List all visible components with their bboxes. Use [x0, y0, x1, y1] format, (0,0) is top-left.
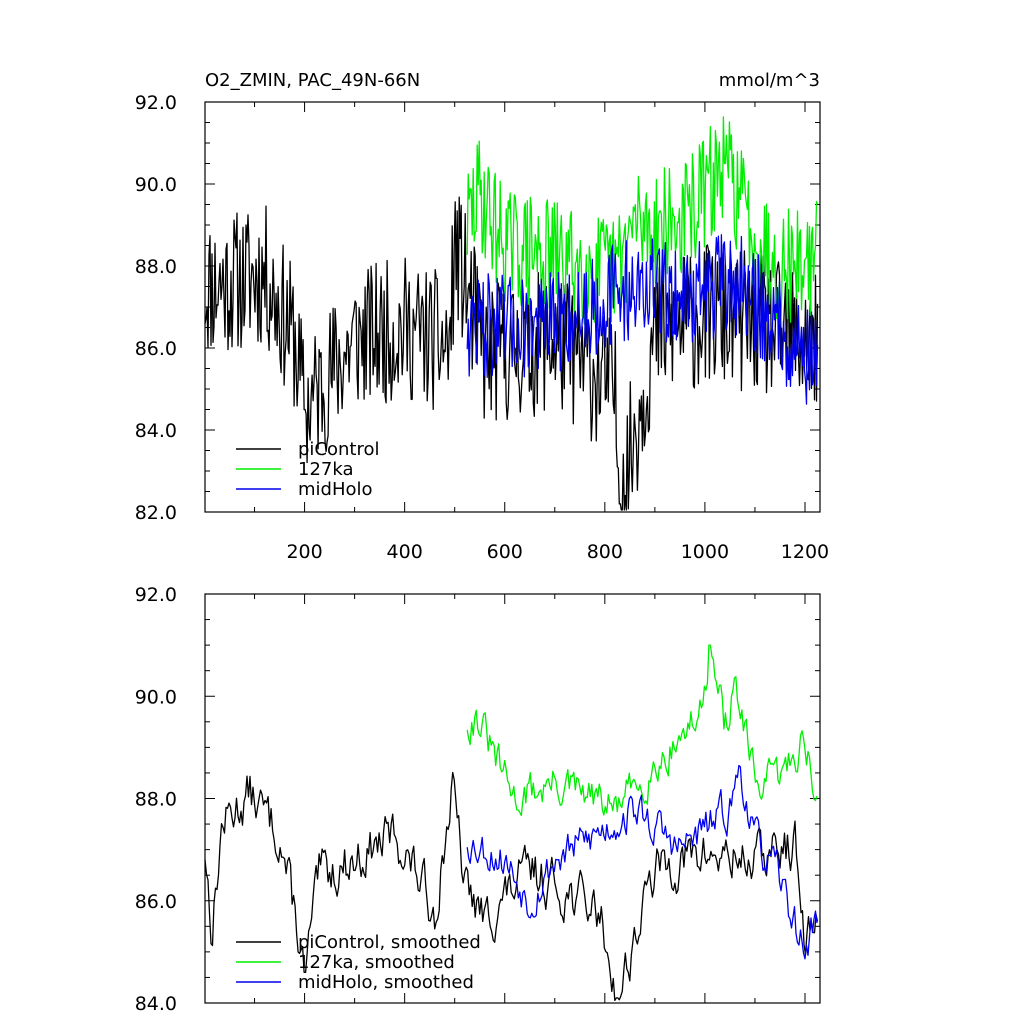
legend-label: piControl, smoothed — [298, 932, 481, 953]
series-group-top — [204, 116, 819, 511]
legend-label: piControl — [298, 439, 380, 460]
series-line-midholo — [466, 764, 818, 960]
legend-label: 127ka, smoothed — [298, 952, 455, 973]
y-tick-label: 86.0 — [135, 891, 177, 913]
series-line-picontrol — [204, 771, 819, 1002]
y-tick-label: 88.0 — [135, 256, 177, 278]
y-tick-label: 92.0 — [135, 584, 177, 606]
legend-label: midHolo, smoothed — [298, 972, 474, 993]
y-tick-label: 90.0 — [135, 686, 177, 708]
panel-bottom: 84.0 86.0 88.0 90.0 92.0 piControl, smoothed… — [135, 584, 821, 1015]
chart-title: O2_ZMIN, PAC_49N-66N — [205, 70, 420, 91]
x-tick-label: 200 — [286, 541, 322, 563]
legend-label: midHolo — [298, 479, 373, 500]
y-tick-label: 90.0 — [135, 174, 177, 196]
y-tick-label: 86.0 — [135, 338, 177, 360]
y-tick-label: 84.0 — [135, 420, 177, 442]
series-group-bottom — [204, 644, 819, 1002]
legend-label: 127ka — [298, 459, 354, 480]
series-line-127ka — [466, 644, 818, 817]
x-tick-label: 600 — [487, 541, 523, 563]
y-tick-label: 88.0 — [135, 789, 177, 811]
x-tick-label: 1200 — [781, 541, 829, 563]
y-tick-label: 84.0 — [135, 993, 177, 1015]
axes-bottom: 84.0 86.0 88.0 90.0 92.0 — [135, 584, 821, 1015]
units-label: mmol/m^3 — [719, 70, 820, 91]
y-tick-label: 82.0 — [135, 502, 177, 524]
x-tick-label: 800 — [587, 541, 623, 563]
panel-top: O2_ZMIN, PAC_49N-66N mmol/m^3 200 400 600 8… — [135, 70, 829, 563]
axes-top: 200 400 600 800 1000 1200 82.0 84.0 86.0 88.0 90.0… — [135, 92, 829, 563]
x-tick-label: 400 — [387, 541, 423, 563]
y-tick-label: 92.0 — [135, 92, 177, 114]
x-tick-label: 1000 — [681, 541, 729, 563]
series-line-midholo — [466, 234, 819, 405]
